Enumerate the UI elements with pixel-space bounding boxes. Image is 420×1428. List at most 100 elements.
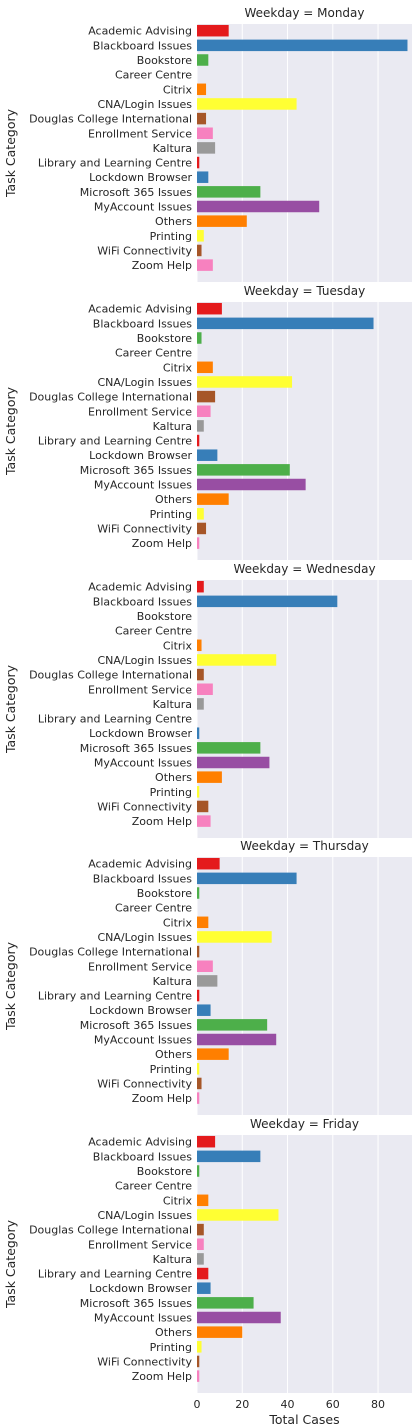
bar-wednesday-enrollment-service <box>197 683 213 695</box>
bar-monday-others <box>197 215 247 227</box>
category-label-tuesday-lockdown-browser: Lockdown Browser <box>89 449 192 462</box>
bar-monday-microsoft-365-issues <box>197 186 261 198</box>
category-label-friday-others: Others <box>155 1326 192 1339</box>
category-label-friday-cna-login-issues: CNA/Login Issues <box>98 1209 193 1222</box>
bar-tuesday-bookstore <box>197 332 202 344</box>
category-label-tuesday-academic-advising: Academic Advising <box>88 303 192 316</box>
category-label-wednesday-zoom-help: Zoom Help <box>132 815 192 828</box>
category-label-tuesday-printing: Printing <box>150 508 192 521</box>
category-label-friday-citrix: Citrix <box>163 1194 193 1207</box>
bar-wednesday-microsoft-365-issues <box>197 742 261 754</box>
category-label-tuesday-career-centre: Career Centre <box>115 347 192 360</box>
x-tick-label-0: 0 <box>194 1398 201 1411</box>
bar-friday-kaltura <box>197 1253 204 1265</box>
category-label-monday-zoom-help: Zoom Help <box>132 259 192 272</box>
category-label-wednesday-myaccount-issues: MyAccount Issues <box>94 757 192 770</box>
bar-tuesday-douglas-college-international <box>197 390 216 403</box>
category-label-monday-blackboard-issues: Blackboard Issues <box>93 39 192 52</box>
bar-wednesday-citrix <box>197 639 202 652</box>
category-label-monday-microsoft-365-issues: Microsoft 365 Issues <box>80 186 192 199</box>
category-label-friday-career-centre: Career Centre <box>115 1180 192 1193</box>
category-label-friday-myaccount-issues: MyAccount Issues <box>94 1312 192 1325</box>
bar-tuesday-microsoft-365-issues <box>197 464 290 476</box>
bar-thursday-citrix <box>197 916 209 929</box>
bar-tuesday-myaccount-issues <box>197 478 306 491</box>
y-axis-label-wednesday: Task Category <box>3 664 18 754</box>
category-label-thursday-enrollment-service: Enrollment Service <box>88 960 192 973</box>
category-label-tuesday-others: Others <box>155 493 192 506</box>
x-tick-label-20: 20 <box>235 1398 249 1411</box>
category-label-thursday-myaccount-issues: MyAccount Issues <box>94 1034 192 1047</box>
category-label-thursday-library-and-learning-centre: Library and Learning Centre <box>38 990 192 1003</box>
category-label-friday-printing: Printing <box>150 1341 192 1354</box>
category-label-wednesday-kaltura: Kaltura <box>153 698 192 711</box>
bar-friday-cna-login-issues <box>197 1209 279 1221</box>
bar-tuesday-blackboard-issues <box>197 317 374 330</box>
bar-friday-library-and-learning-centre <box>197 1267 209 1280</box>
category-label-monday-bookstore: Bookstore <box>137 54 192 67</box>
category-label-tuesday-cna-login-issues: CNA/Login Issues <box>98 376 193 389</box>
category-label-thursday-others: Others <box>155 1048 192 1061</box>
bar-tuesday-wifi-connectivity <box>197 522 207 535</box>
bar-friday-myaccount-issues <box>197 1311 281 1324</box>
bar-tuesday-enrollment-service <box>197 405 211 417</box>
bar-wednesday-zoom-help <box>197 815 211 827</box>
bar-thursday-myaccount-issues <box>197 1033 277 1046</box>
category-label-monday-career-centre: Career Centre <box>115 69 192 82</box>
bar-wednesday-wifi-connectivity <box>197 800 209 813</box>
category-label-monday-cna-login-issues: CNA/Login Issues <box>98 98 193 111</box>
category-label-wednesday-bookstore: Bookstore <box>137 610 192 623</box>
category-label-monday-myaccount-issues: MyAccount Issues <box>94 201 192 214</box>
bar-monday-wifi-connectivity <box>197 244 202 257</box>
category-label-tuesday-zoom-help: Zoom Help <box>132 537 192 550</box>
category-label-monday-enrollment-service: Enrollment Service <box>88 127 192 140</box>
x-axis-label: Total Cases <box>268 1412 339 1427</box>
bar-friday-wifi-connectivity <box>197 1355 200 1368</box>
y-axis-label-monday: Task Category <box>3 108 18 198</box>
bar-monday-cna-login-issues <box>197 98 297 110</box>
category-label-wednesday-cna-login-issues: CNA/Login Issues <box>98 654 193 667</box>
category-label-thursday-douglas-college-international: Douglas College International <box>29 946 192 959</box>
bar-thursday-douglas-college-international <box>197 945 200 958</box>
bar-friday-zoom-help <box>197 1370 200 1382</box>
category-label-tuesday-microsoft-365-issues: Microsoft 365 Issues <box>80 464 192 477</box>
category-label-friday-blackboard-issues: Blackboard Issues <box>93 1150 192 1163</box>
bar-thursday-enrollment-service <box>197 960 213 972</box>
category-label-tuesday-douglas-college-international: Douglas College International <box>29 391 192 404</box>
x-tick-label-40: 40 <box>281 1398 295 1411</box>
category-label-monday-others: Others <box>155 215 192 228</box>
panel-background-friday <box>197 1135 412 1393</box>
bar-friday-bookstore <box>197 1165 200 1177</box>
bar-wednesday-myaccount-issues <box>197 756 270 769</box>
bar-monday-blackboard-issues <box>197 39 408 52</box>
bar-tuesday-academic-advising <box>197 302 222 315</box>
category-label-friday-library-and-learning-centre: Library and Learning Centre <box>38 1268 192 1281</box>
bar-wednesday-blackboard-issues <box>197 595 338 608</box>
category-label-friday-wifi-connectivity: WiFi Connectivity <box>97 1355 192 1368</box>
panel-background-wednesday <box>197 580 412 838</box>
panel-background-tuesday <box>197 302 412 560</box>
category-label-thursday-lockdown-browser: Lockdown Browser <box>89 1004 192 1017</box>
category-label-wednesday-wifi-connectivity: WiFi Connectivity <box>97 800 192 813</box>
bar-monday-lockdown-browser <box>197 171 209 183</box>
category-label-wednesday-microsoft-365-issues: Microsoft 365 Issues <box>80 742 192 755</box>
bar-wednesday-printing <box>197 786 200 798</box>
y-axis-label-tuesday: Task Category <box>3 386 18 476</box>
bar-monday-kaltura <box>197 142 216 154</box>
x-tick-label-60: 60 <box>326 1398 340 1411</box>
category-label-monday-printing: Printing <box>150 230 192 243</box>
category-label-monday-wifi-connectivity: WiFi Connectivity <box>97 244 192 257</box>
category-label-thursday-zoom-help: Zoom Help <box>132 1092 192 1105</box>
category-label-friday-kaltura: Kaltura <box>153 1253 192 1266</box>
bar-friday-academic-advising <box>197 1135 216 1148</box>
category-label-tuesday-bookstore: Bookstore <box>137 332 192 345</box>
category-label-thursday-career-centre: Career Centre <box>115 902 192 915</box>
bar-thursday-cna-login-issues <box>197 931 272 943</box>
bar-friday-blackboard-issues <box>197 1150 261 1163</box>
category-label-wednesday-others: Others <box>155 771 192 784</box>
category-label-wednesday-library-and-learning-centre: Library and Learning Centre <box>38 713 192 726</box>
bar-monday-douglas-college-international <box>197 112 207 125</box>
bar-thursday-printing <box>197 1063 200 1075</box>
category-label-monday-library-and-learning-centre: Library and Learning Centre <box>38 157 192 170</box>
